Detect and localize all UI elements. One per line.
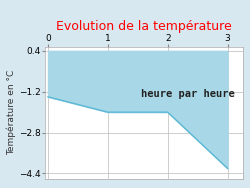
Y-axis label: Température en °C: Température en °C: [7, 70, 16, 155]
Title: Evolution de la température: Evolution de la température: [56, 20, 232, 33]
Text: heure par heure: heure par heure: [141, 89, 234, 99]
